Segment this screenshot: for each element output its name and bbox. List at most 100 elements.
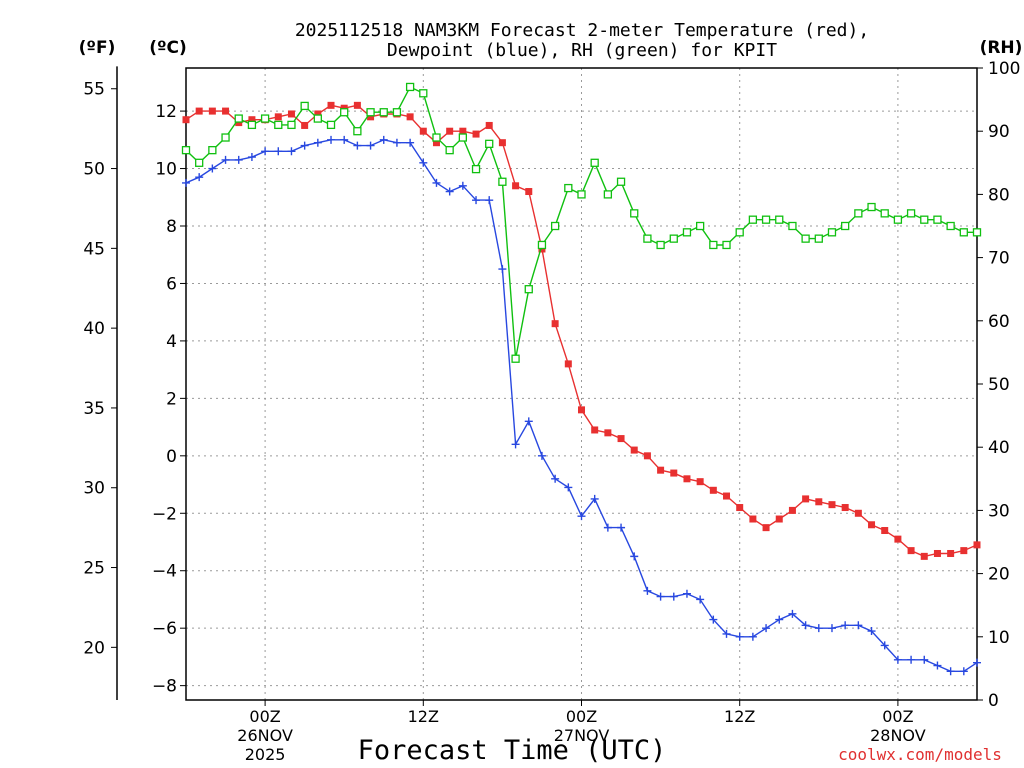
- 2-meter-temperature-point: [683, 475, 691, 483]
- dewpoint-point: [551, 474, 560, 483]
- dewpoint-point: [893, 655, 902, 664]
- x-axis-title: Forecast Time (UTC): [358, 735, 667, 766]
- dewpoint-point: [564, 483, 573, 492]
- 2-meter-temperature-point: [327, 101, 335, 109]
- 2-meter-temperature-point: [604, 429, 612, 437]
- rh-point: [445, 146, 454, 155]
- dewpoint-point: [247, 153, 256, 162]
- 2-meter-temperature-point: [222, 107, 230, 115]
- rh-point: [498, 177, 507, 186]
- 2-meter-temperature-point: [367, 113, 375, 121]
- 2-meter-temperature-point: [617, 435, 625, 443]
- 2-meter-temperature-point: [736, 504, 744, 512]
- 2-meter-temperature-point: [182, 116, 190, 124]
- 2-meter-temperature-point: [881, 527, 889, 535]
- 2-meter-temperature-point: [709, 486, 717, 494]
- fahrenheit-tick-label: 50: [83, 160, 105, 180]
- dewpoint-point: [300, 141, 309, 150]
- rh-point: [326, 120, 336, 130]
- x-tick-label: 00Z: [882, 707, 913, 726]
- dewpoint-point: [630, 552, 639, 561]
- dewpoint-point: [379, 135, 388, 144]
- dewpoint-point: [907, 655, 916, 664]
- rh-point: [709, 240, 718, 250]
- dewpoint-point: [775, 615, 784, 624]
- rh-point: [682, 228, 692, 237]
- dewpoint-point: [524, 417, 533, 426]
- 2-meter-temperature-point: [419, 127, 427, 135]
- series-layer: [181, 82, 982, 676]
- rh-point: [761, 215, 771, 224]
- 2-meter-temperature-point: [828, 501, 836, 509]
- celsius-tick-label: −6: [152, 619, 177, 639]
- rh-series: [181, 82, 982, 363]
- dewpoint-point: [735, 632, 744, 641]
- dewpoint-point: [406, 138, 415, 147]
- dewpoint-point: [340, 135, 349, 144]
- dewpoint-point: [854, 621, 863, 630]
- celsius-tick-label: 12: [155, 102, 177, 122]
- rh-point: [801, 234, 810, 243]
- dewpoint-point: [722, 629, 731, 638]
- dewpoint-point: [261, 147, 270, 156]
- dewpoint-point: [867, 627, 876, 636]
- celsius-tick-label: 8: [166, 217, 177, 237]
- rh-point: [405, 82, 415, 92]
- dewpoint-point: [814, 624, 823, 633]
- rh-point: [603, 190, 613, 199]
- rh-point: [537, 240, 547, 250]
- 2-meter-temperature-point: [841, 504, 849, 512]
- dewpoint-point: [880, 641, 889, 650]
- dewpoint-point: [287, 147, 296, 156]
- rh-tick-label: 90: [988, 122, 1010, 142]
- rh-point: [880, 209, 889, 218]
- rh-point: [906, 209, 916, 218]
- 2-meter-temperature-point: [485, 121, 493, 129]
- rh-point: [221, 133, 230, 142]
- dewpoint-point: [709, 615, 718, 624]
- source-credit: coolwx.com/models: [838, 745, 1002, 764]
- rh-point: [696, 221, 705, 231]
- rh-point: [300, 101, 309, 111]
- celsius-tick-label: 2: [166, 389, 177, 409]
- rh-point: [524, 285, 533, 294]
- 2-meter-temperature-point: [788, 506, 796, 514]
- dewpoint-point: [973, 658, 981, 667]
- dewpoint-point: [221, 155, 230, 164]
- 2-meter-temperature-point: [406, 113, 414, 121]
- dewpoint-point: [762, 624, 771, 633]
- 2-meter-temperature-point: [301, 121, 309, 129]
- rh-point: [630, 209, 639, 218]
- rh-point: [946, 221, 955, 231]
- rh-tick-label: 30: [988, 501, 1010, 521]
- dewpoint-point: [445, 187, 454, 196]
- fahrenheit-unit-label: (ºF): [79, 38, 116, 58]
- celsius-tick-label: −4: [152, 562, 177, 582]
- 2-meter-temperature-point: [274, 113, 282, 121]
- celsius-unit-label: (ºC): [149, 38, 187, 58]
- dewpoint-point: [472, 196, 481, 205]
- dewpoint-point: [682, 589, 691, 598]
- 2-meter-temperature-point: [894, 535, 902, 543]
- dewpoint-point: [959, 667, 968, 676]
- 2-meter-temperature-point: [907, 547, 915, 555]
- 2-meter-temperature-point: [973, 541, 981, 549]
- 2-meter-temperature-point: [920, 552, 928, 560]
- rh-point: [590, 158, 599, 167]
- rh-point: [814, 234, 823, 243]
- rh-point: [722, 240, 731, 250]
- 2-meter-temperature-point: [353, 101, 361, 109]
- dewpoint-point: [788, 609, 797, 618]
- dewpoint-point: [313, 138, 322, 147]
- 2-meter-temperature-point: [749, 515, 757, 523]
- rh-point: [471, 164, 481, 174]
- 2-meter-temperature-point: [802, 495, 810, 503]
- rh-point: [260, 114, 270, 123]
- fahrenheit-tick-label: 55: [83, 80, 105, 100]
- dewpoint-point: [933, 661, 942, 670]
- rh-point: [933, 215, 942, 224]
- fahrenheit-tick-label: 35: [83, 399, 105, 419]
- 2-meter-temperature-point: [432, 139, 440, 147]
